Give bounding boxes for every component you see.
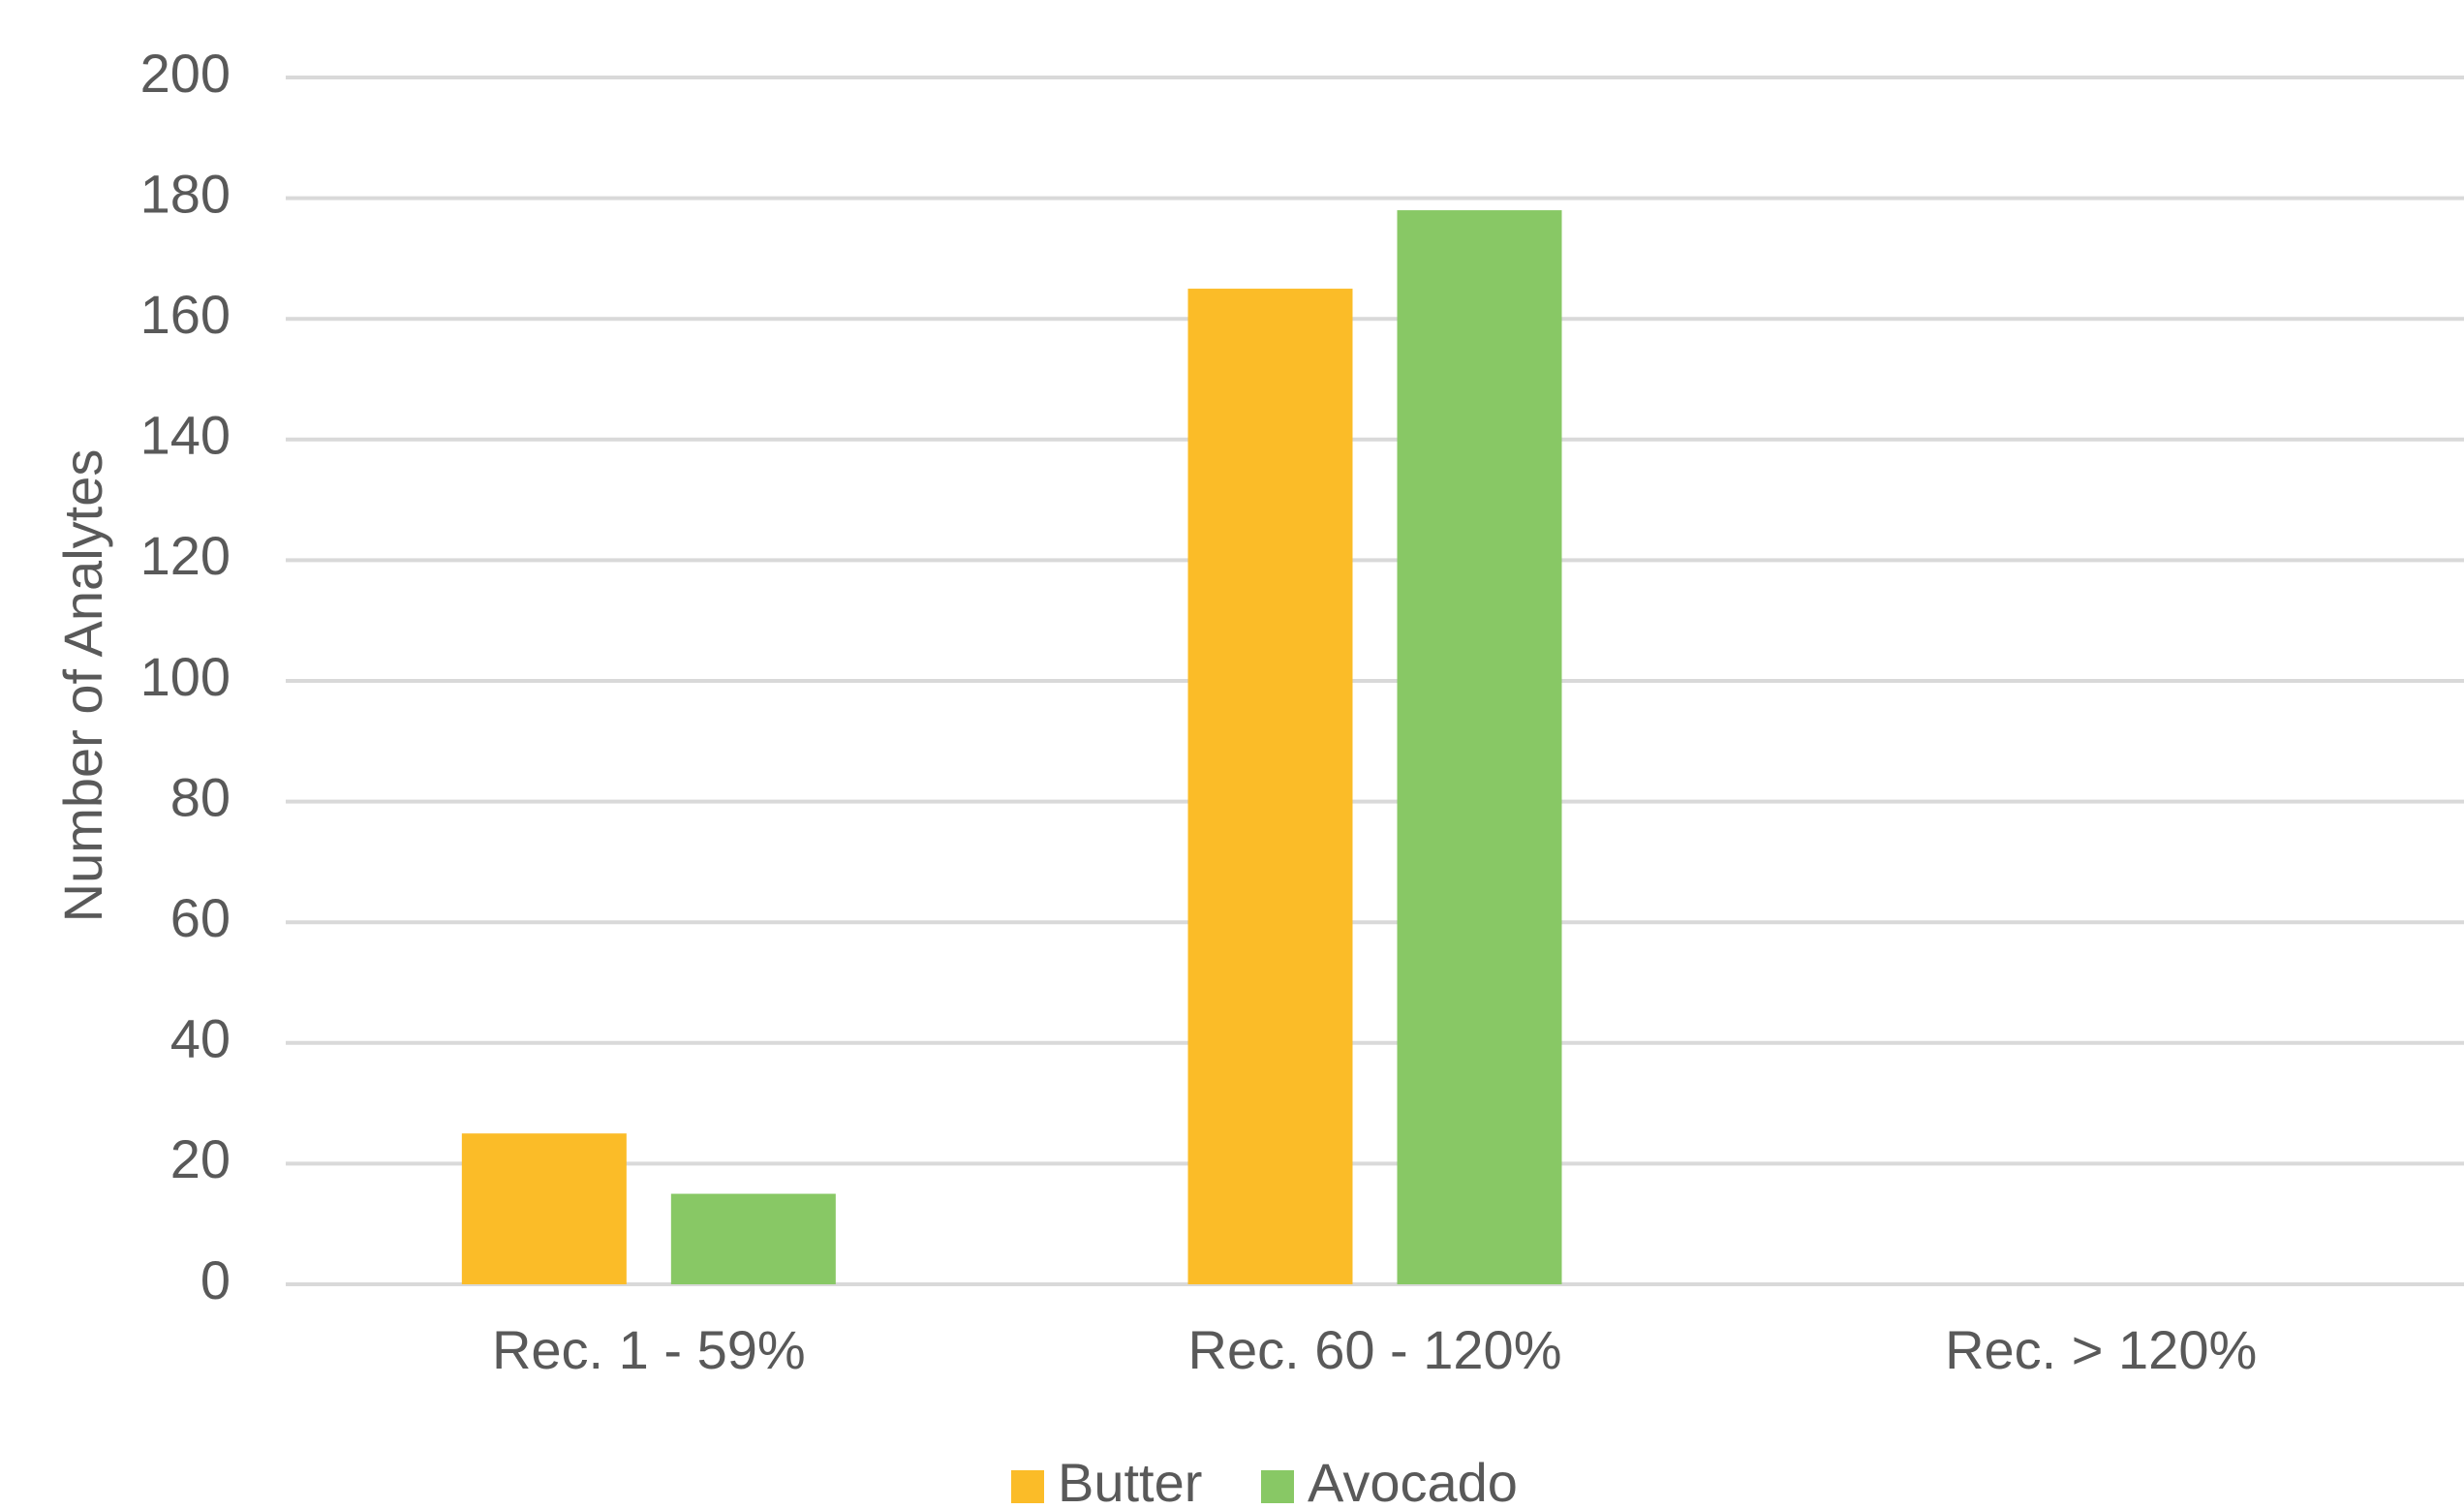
bars [461, 210, 1562, 1284]
x-axis-categories: Rec. 1 - 59% Rec. 60 - 120% Rec. > 120% [492, 1319, 2257, 1380]
bar-butter [1187, 289, 1353, 1284]
y-tick-label: 0 [200, 1249, 231, 1310]
bar-avocado [670, 1193, 836, 1284]
y-axis-ticks: 0 20 40 60 80 100 120 140 160 180 200 [140, 43, 231, 1310]
y-tick-label: 60 [170, 887, 231, 948]
legend: Butter Avocado [1011, 1452, 1518, 1509]
y-tick-label: 80 [170, 766, 231, 827]
bar-avocado [1397, 210, 1562, 1284]
x-category-label: Rec. 60 - 120% [1188, 1319, 1562, 1380]
y-tick-label: 180 [140, 163, 231, 224]
bar-butter [461, 1133, 627, 1284]
gridlines [286, 76, 2464, 1286]
y-tick-label: 40 [170, 1008, 231, 1069]
legend-label-avocado: Avocado [1308, 1452, 1518, 1509]
x-category-label: Rec. > 120% [1945, 1319, 2257, 1380]
legend-label-butter: Butter [1058, 1452, 1202, 1509]
y-axis-title: Number of Analytes [52, 449, 113, 923]
y-tick-label: 20 [170, 1128, 231, 1189]
y-tick-label: 200 [140, 43, 231, 104]
y-tick-label: 140 [140, 405, 231, 466]
legend-swatch-avocado [1261, 1470, 1294, 1503]
y-tick-label: 100 [140, 646, 231, 707]
x-category-label: Rec. 1 - 59% [492, 1319, 806, 1380]
legend-swatch-butter [1011, 1470, 1044, 1503]
y-tick-label: 120 [140, 525, 231, 586]
y-tick-label: 160 [140, 284, 231, 345]
